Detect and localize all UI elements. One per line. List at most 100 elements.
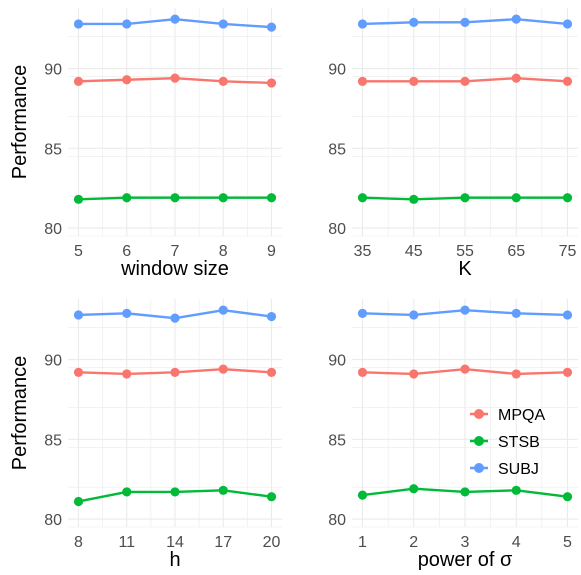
data-point-mpqa [357,76,368,86]
x-tick-label: 4 [512,534,521,551]
x-tick-label: 17 [214,534,232,551]
data-point-subj [460,17,470,27]
data-point-stsb [73,496,84,507]
data-point-mpqa [409,76,419,86]
data-point-stsb [218,193,228,203]
data-point-subj [73,19,84,29]
y-axis-label: Performance [9,356,31,471]
data-point-mpqa [170,367,180,377]
x-tick-label: 11 [118,534,135,551]
x-tick-label: 65 [507,243,525,260]
x-axis-label: h [169,549,180,570]
data-point-mpqa [511,369,521,379]
data-point-stsb [562,193,573,203]
legend-label-subj: SUBJ [498,461,539,478]
y-tick-label: 90 [328,353,346,370]
x-tick-label: 35 [354,243,372,260]
data-point-subj [460,305,470,315]
legend-label-mpqa: MPQA [498,407,545,424]
legend-key-point-mpqa [474,409,484,419]
data-point-subj [122,19,132,29]
data-point-stsb [218,485,228,495]
legend-key-point-subj [474,463,484,473]
legend-key-point-stsb [474,436,484,446]
data-point-stsb [357,193,368,203]
data-point-mpqa [73,76,84,86]
x-tick-label: 20 [263,534,281,551]
data-point-subj [511,308,521,318]
data-point-stsb [562,492,573,502]
legend: MPQA STSB SUBJ [470,407,545,478]
data-point-subj [409,17,419,27]
x-tick-label: 45 [405,243,423,260]
x-tick-label: 8 [74,534,83,551]
data-point-stsb [357,490,368,500]
data-point-mpqa [562,367,573,377]
y-tick-label: 90 [44,353,62,370]
data-point-stsb [73,194,84,204]
data-point-subj [170,14,180,24]
x-tick-label: 75 [559,243,577,260]
data-point-subj [266,22,277,32]
data-point-stsb [122,193,132,203]
data-point-subj [562,19,573,29]
x-tick-label: 3 [461,534,470,551]
data-point-stsb [511,485,521,495]
data-point-mpqa [460,76,470,86]
data-point-mpqa [73,367,84,377]
y-axis-label: Performance [9,65,31,180]
data-point-mpqa [218,76,228,86]
y-tick-label: 90 [44,62,62,79]
y-tick-label: 85 [44,141,62,158]
data-point-mpqa [122,75,132,85]
data-point-subj [266,311,277,322]
x-axis-label: power of σ [418,549,513,570]
data-point-stsb [460,487,470,497]
x-tick-label: 5 [74,243,83,260]
data-point-mpqa [562,76,573,86]
data-point-stsb [170,487,180,497]
y-tick-label: 85 [328,432,346,449]
panel-4: 80 85 90 1 2 3 4 5 power of σ [328,299,578,571]
panel-1: 80 85 90 5 6 7 8 9 window size Performance [9,8,282,280]
x-tick-label: 7 [171,243,180,260]
data-point-subj [357,19,368,29]
y-tick-label: 85 [328,141,346,158]
data-point-subj [409,310,419,320]
data-point-mpqa [511,73,521,83]
data-point-stsb [266,492,277,502]
data-point-subj [511,14,521,24]
x-tick-label: 55 [456,243,474,260]
x-axis-label: K [458,258,472,280]
data-point-mpqa [170,73,180,83]
y-tick-label: 90 [328,62,346,79]
y-tick-label: 80 [44,221,62,238]
panel-2: 80 85 90 35 45 55 65 75 K [328,8,578,280]
data-point-subj [73,310,84,320]
data-point-mpqa [266,367,277,377]
data-point-subj [122,308,132,318]
x-tick-label: 14 [166,534,184,551]
data-point-mpqa [122,369,132,379]
data-point-mpqa [266,78,277,88]
y-tick-label: 80 [328,221,346,238]
legend-label-stsb: STSB [498,434,540,451]
data-point-subj [218,19,228,29]
data-point-subj [562,310,573,320]
data-point-mpqa [409,369,419,379]
y-tick-label: 80 [44,512,62,529]
y-tick-label: 85 [44,432,62,449]
data-point-stsb [266,193,277,203]
y-tick-label: 80 [328,512,346,529]
data-point-stsb [409,484,419,494]
data-point-stsb [122,487,132,497]
data-point-mpqa [460,364,470,374]
data-point-stsb [409,194,419,204]
data-point-mpqa [357,367,368,377]
x-tick-label: 1 [358,534,367,551]
data-point-subj [218,305,228,315]
data-point-stsb [460,193,470,203]
x-tick-label: 2 [409,534,418,551]
